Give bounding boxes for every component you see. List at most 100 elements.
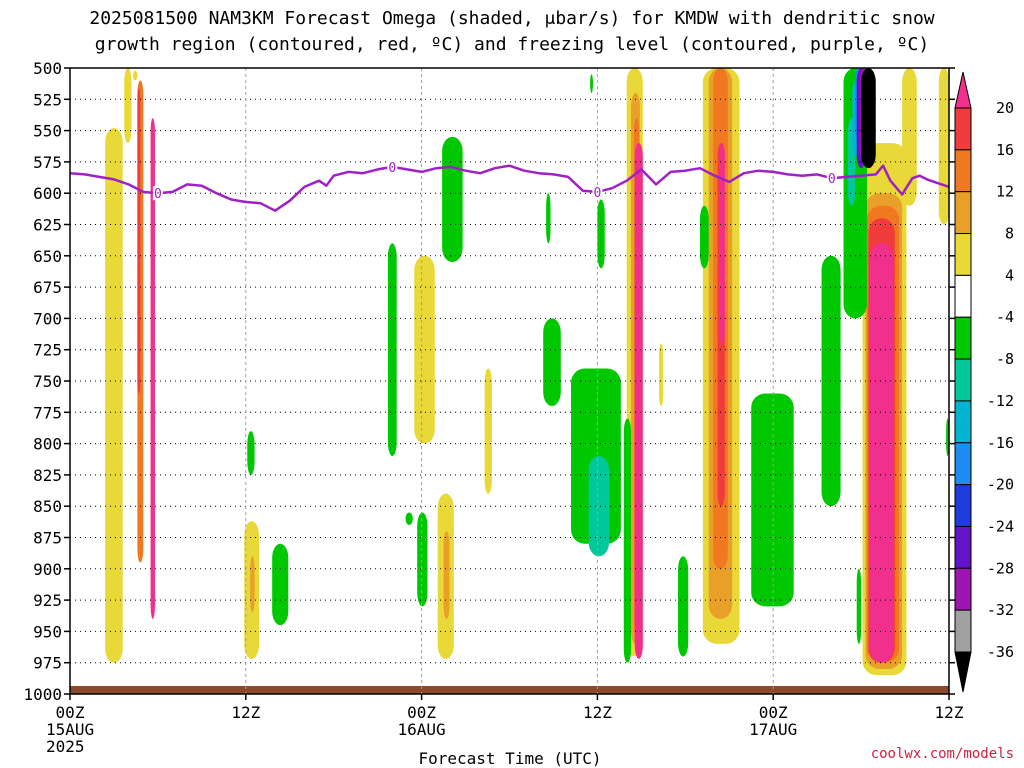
x-tick-label-12-0: 12Z xyxy=(231,703,260,722)
colorbar: 20 16 12 8 4 -4 -8 -12 -16 -20 -24 -28 -32 -36 xyxy=(954,71,1014,693)
freezing-level-label: 0 xyxy=(828,172,836,187)
y-tick-label-675: 675 xyxy=(33,278,62,297)
omega-region-31 xyxy=(387,243,397,457)
freezing-level-label: 0 xyxy=(388,161,396,176)
omega-region-41 xyxy=(699,205,709,269)
omega-region-38 xyxy=(623,418,632,663)
y-tick-label-775: 775 xyxy=(33,403,62,422)
colorbar-label--16: -16 xyxy=(987,434,1014,452)
credit-text: coolwx.com/models xyxy=(871,746,1014,762)
omega-region-52 xyxy=(856,568,862,644)
y-tick-label-850: 850 xyxy=(33,497,62,516)
x-tick-label-0-2: 2025 xyxy=(46,737,85,756)
y-tick-label-650: 650 xyxy=(33,247,62,266)
colorbar-segment-12 xyxy=(954,567,972,611)
ground-strip xyxy=(70,686,949,694)
colorbar-label-16: 16 xyxy=(996,141,1014,159)
omega-region-7 xyxy=(250,556,255,613)
ground-surface xyxy=(70,686,949,694)
omega-region-27 xyxy=(484,368,492,494)
colorbar-segment-6 xyxy=(954,316,972,360)
omega-region-37 xyxy=(588,456,610,557)
omega-region-0 xyxy=(105,128,123,663)
omega-region-10 xyxy=(443,531,450,619)
freezing-level-label-bg xyxy=(152,186,163,201)
y-tick-label-825: 825 xyxy=(33,466,62,485)
y-tick-label-725: 725 xyxy=(33,341,62,360)
colorbar-top-arrow xyxy=(954,71,972,109)
chart-title-line1: 2025081500 NAM3KM Forecast Omega (shaded… xyxy=(89,8,934,29)
x-tick-label-48-1: 17AUG xyxy=(749,720,797,739)
y-axis-ticks: 500 525 550 575 600 625 650 675 700 725 750 775 800 8… xyxy=(23,59,955,704)
omega-region-32 xyxy=(405,512,413,525)
omega-region-3 xyxy=(150,118,155,619)
grid-lines xyxy=(70,68,949,694)
colorbar-label--24: -24 xyxy=(987,517,1014,535)
y-tick-label-900: 900 xyxy=(33,560,62,579)
omega-region-40 xyxy=(751,393,794,607)
x-tick-label-24-0: 00Z xyxy=(407,703,436,722)
plot-frame xyxy=(69,67,950,695)
colorbar-label-8: 8 xyxy=(1005,225,1014,243)
colorbar-segment-1 xyxy=(954,107,972,151)
y-tick-label-750: 750 xyxy=(33,372,62,391)
freezing-level-line xyxy=(70,164,949,212)
x-tick-label-48-0: 00Z xyxy=(759,703,788,722)
colorbar-label--12: -12 xyxy=(987,392,1014,410)
omega-region-26 xyxy=(938,68,949,225)
colorbar-label-20: 20 xyxy=(996,99,1014,117)
y-tick-label-875: 875 xyxy=(33,529,62,548)
omega-region-42 xyxy=(821,255,841,507)
colorbar-segment-3 xyxy=(954,191,972,235)
y-tick-label-625: 625 xyxy=(33,216,62,235)
omega-region-24 xyxy=(869,243,894,663)
colorbar-label--8: -8 xyxy=(996,350,1014,368)
x-tick-label-0-0: 00Z xyxy=(56,703,85,722)
omega-region-34 xyxy=(442,136,463,263)
y-tick-label-800: 800 xyxy=(33,435,62,454)
colorbar-segment-2 xyxy=(954,149,972,193)
colorbar-label--28: -28 xyxy=(987,559,1014,577)
colorbar-segment-11 xyxy=(954,525,972,569)
omega-region-4 xyxy=(124,68,132,144)
omega-region-35 xyxy=(543,318,561,407)
colorbar-label-12: 12 xyxy=(996,183,1014,201)
colorbar-segment-9 xyxy=(954,442,972,486)
colorbar-label-4: 4 xyxy=(1005,266,1014,284)
omega-region-51 xyxy=(546,193,551,244)
omega-region-14 xyxy=(634,143,643,659)
y-tick-label-700: 700 xyxy=(33,309,62,328)
freezing-level-contour: 0 0 0 0 xyxy=(70,159,949,212)
omega-region-50 xyxy=(597,199,605,269)
colorbar-bottom-arrow xyxy=(954,651,972,693)
y-tick-label-550: 550 xyxy=(33,122,62,141)
freezing-level-label-bg xyxy=(387,159,398,174)
omega-shading xyxy=(105,68,949,676)
y-tick-label-975: 975 xyxy=(33,654,62,673)
colorbar-segment-10 xyxy=(954,484,972,527)
omega-region-33 xyxy=(417,512,428,607)
colorbar-label--4: -4 xyxy=(996,308,1014,326)
freezing-level-label-bg xyxy=(592,184,603,199)
freezing-level-label: 0 xyxy=(154,187,162,202)
colorbar-segment-13 xyxy=(954,609,972,653)
colorbar-segment-7 xyxy=(954,358,972,402)
y-tick-label-525: 525 xyxy=(33,90,62,109)
y-tick-label-925: 925 xyxy=(33,591,62,610)
omega-region-30 xyxy=(272,543,289,626)
omega-region-29 xyxy=(247,431,255,475)
omega-region-19 xyxy=(718,143,725,344)
omega-region-2 xyxy=(137,88,141,394)
x-tick-label-24-1: 16AUG xyxy=(398,720,446,739)
y-tick-label-500: 500 xyxy=(33,59,62,78)
freezing-level-label: 0 xyxy=(593,186,601,201)
omega-region-5 xyxy=(132,70,138,81)
x-axis-label: Forecast Time (UTC) xyxy=(418,749,601,768)
freezing-level-label-bg xyxy=(826,171,837,186)
x-tick-label-36-0: 12Z xyxy=(583,703,612,722)
omega-region-28 xyxy=(658,343,664,407)
x-tick-label-0-1: 15AUG xyxy=(46,720,94,739)
colorbar-label--32: -32 xyxy=(987,601,1014,619)
